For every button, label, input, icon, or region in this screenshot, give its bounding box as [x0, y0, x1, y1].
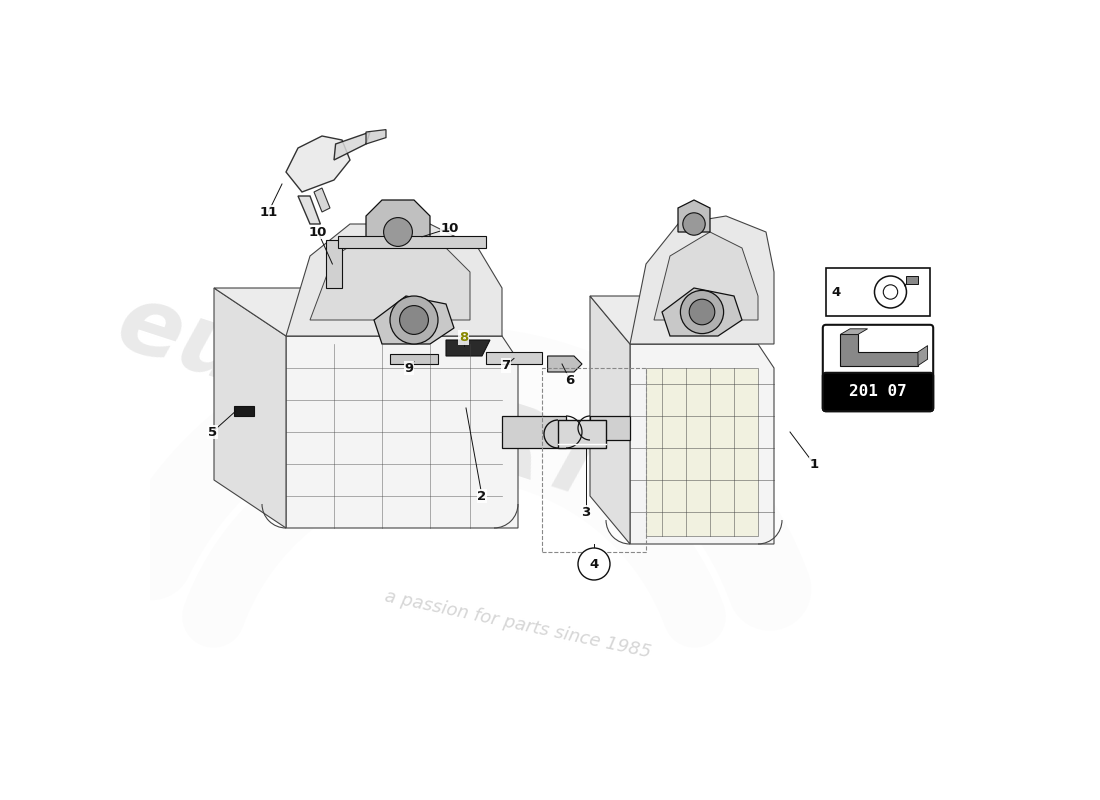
Polygon shape: [390, 354, 438, 364]
Polygon shape: [366, 200, 430, 240]
Polygon shape: [446, 340, 490, 356]
Polygon shape: [646, 368, 758, 536]
Polygon shape: [286, 336, 518, 528]
Text: 10: 10: [441, 222, 459, 234]
Circle shape: [384, 218, 412, 246]
Polygon shape: [214, 288, 286, 528]
Polygon shape: [314, 188, 330, 212]
Polygon shape: [374, 296, 454, 344]
Text: euroPARTes: euroPARTes: [106, 277, 722, 555]
Text: 2: 2: [477, 490, 486, 502]
Circle shape: [681, 290, 724, 334]
Polygon shape: [310, 232, 470, 320]
Polygon shape: [590, 416, 630, 440]
Text: 4: 4: [590, 558, 598, 570]
Bar: [826, 376, 930, 408]
Polygon shape: [662, 288, 742, 336]
Polygon shape: [838, 332, 906, 368]
Polygon shape: [486, 352, 542, 364]
Polygon shape: [654, 232, 758, 320]
Circle shape: [690, 299, 715, 325]
Polygon shape: [334, 132, 370, 160]
Polygon shape: [502, 416, 566, 448]
FancyBboxPatch shape: [823, 373, 933, 411]
Polygon shape: [590, 296, 758, 344]
Bar: [542, 368, 646, 552]
Circle shape: [578, 548, 610, 580]
Circle shape: [683, 213, 705, 235]
Circle shape: [399, 306, 428, 334]
Polygon shape: [366, 130, 386, 144]
FancyBboxPatch shape: [823, 325, 933, 411]
Bar: [906, 276, 917, 284]
Polygon shape: [678, 200, 710, 232]
Bar: [826, 268, 930, 316]
Text: 201 07: 201 07: [849, 385, 906, 399]
Polygon shape: [234, 406, 254, 416]
Polygon shape: [918, 346, 927, 366]
Text: 3: 3: [582, 506, 591, 518]
Polygon shape: [840, 334, 918, 366]
Circle shape: [390, 296, 438, 344]
Text: 7: 7: [502, 359, 510, 372]
Polygon shape: [286, 224, 502, 336]
Text: 8: 8: [459, 331, 469, 344]
Polygon shape: [558, 420, 606, 448]
Text: 6: 6: [565, 374, 574, 386]
Polygon shape: [326, 240, 342, 288]
Text: 10: 10: [309, 226, 327, 238]
Polygon shape: [548, 356, 582, 372]
Polygon shape: [338, 236, 486, 248]
Text: 5: 5: [208, 426, 217, 438]
Text: a passion for parts since 1985: a passion for parts since 1985: [383, 587, 652, 661]
Polygon shape: [630, 216, 774, 344]
Polygon shape: [590, 296, 630, 544]
Polygon shape: [214, 288, 502, 336]
Polygon shape: [840, 329, 868, 334]
Polygon shape: [286, 136, 350, 192]
Text: 9: 9: [405, 362, 414, 374]
Text: 1: 1: [810, 458, 818, 470]
Text: 11: 11: [260, 206, 277, 218]
Text: 4: 4: [830, 286, 840, 298]
Polygon shape: [298, 196, 320, 224]
Polygon shape: [630, 344, 774, 544]
